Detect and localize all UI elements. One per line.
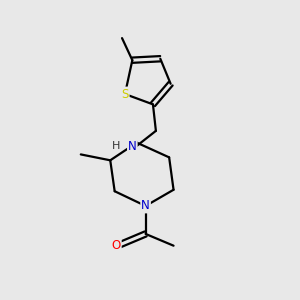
Text: N: N bbox=[141, 200, 150, 212]
Text: N: N bbox=[128, 140, 137, 153]
Text: H: H bbox=[112, 141, 120, 151]
Text: O: O bbox=[112, 239, 121, 252]
Text: S: S bbox=[121, 88, 129, 100]
